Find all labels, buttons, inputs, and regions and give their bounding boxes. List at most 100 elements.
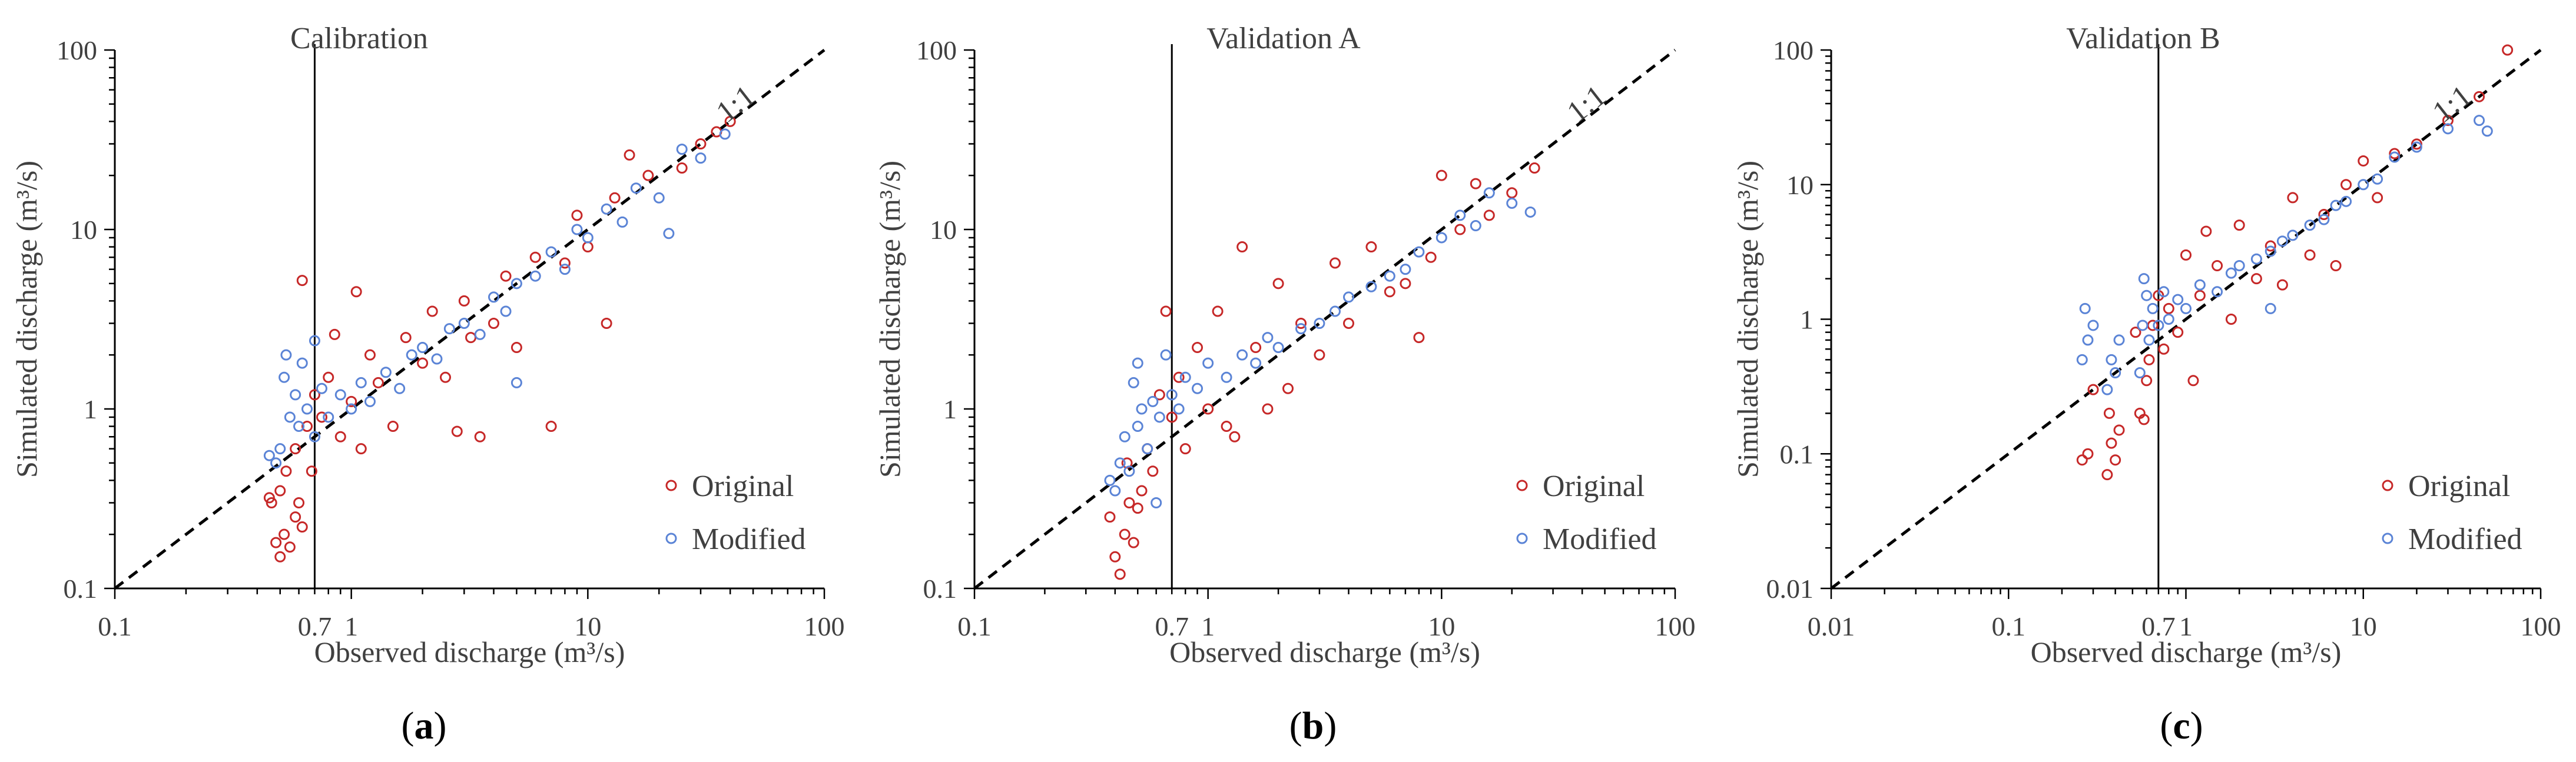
data-point: [1236, 241, 1248, 253]
data-point: [263, 492, 275, 504]
data-point: [2330, 199, 2342, 211]
x-axis-label: Observed discharge (m³/s): [1169, 635, 1480, 668]
data-point: [1413, 332, 1425, 344]
data-point: [1104, 511, 1116, 523]
data-point: [2265, 240, 2276, 252]
data-point: [488, 317, 499, 329]
x-tick-label: 10: [1428, 611, 1455, 641]
data-point: [2372, 192, 2383, 204]
data-point: [1192, 342, 1204, 354]
data-point: [624, 149, 635, 161]
data-point: [1153, 389, 1165, 401]
data-point: [1202, 403, 1214, 415]
data-point: [2340, 195, 2352, 207]
x-tick-label: 1: [2179, 611, 2193, 641]
data-point: [1454, 209, 1466, 221]
data-point: [1229, 431, 1241, 442]
data-point: [2265, 302, 2276, 314]
data-point: [2389, 148, 2401, 159]
y-tick-label: 0.1: [923, 574, 957, 604]
y-tick-label: 0.1: [64, 574, 98, 604]
data-point: [1173, 403, 1185, 415]
data-point: [500, 305, 512, 317]
data-point: [293, 421, 305, 432]
data-point: [2076, 354, 2088, 365]
data-point: [2143, 334, 2155, 346]
data-point: [1109, 485, 1121, 497]
data-point: [1119, 431, 1130, 442]
data-point: [1114, 568, 1126, 580]
one-to-one-line: [114, 49, 825, 590]
data-point: [1166, 389, 1178, 401]
data-point: [323, 371, 334, 383]
data-point: [1128, 377, 1139, 388]
data-point: [2137, 320, 2149, 331]
one-to-one-label: 1:1: [2426, 79, 2478, 129]
data-point: [2113, 424, 2125, 436]
data-point: [431, 353, 443, 365]
data-point: [274, 485, 286, 497]
x-tick-label: 100: [804, 611, 845, 641]
data-point: [695, 152, 707, 164]
data-point: [2101, 469, 2113, 481]
data-point: [364, 349, 376, 361]
data-point: [1104, 474, 1116, 486]
panel-title: Calibration: [290, 22, 428, 55]
data-point: [1295, 317, 1307, 329]
data-point: [2474, 115, 2485, 127]
legend-modified-marker: [1516, 533, 1528, 544]
data-point: [1173, 371, 1185, 383]
threshold-tick-label: 0.7: [1155, 611, 1189, 641]
data-point: [400, 332, 412, 344]
data-point: [290, 389, 301, 401]
data-point: [309, 389, 320, 401]
panel-validation-a: 0.1 1 10 100 0.1 1 10 100 Validation A Observed…: [873, 22, 1696, 747]
legend-original-marker: [1516, 480, 1528, 491]
data-point: [2276, 235, 2288, 247]
data-point: [2194, 290, 2206, 301]
x-tick-label: 10: [574, 611, 601, 641]
data-point: [1119, 528, 1130, 540]
data-point: [2265, 245, 2276, 257]
data-point: [582, 241, 594, 253]
data-point: [1179, 443, 1191, 455]
y-axis-label: Simulated discharge (m³/s): [873, 161, 906, 478]
data-point: [380, 367, 392, 378]
data-point: [2087, 320, 2099, 331]
data-point: [394, 382, 406, 394]
series-modified: [263, 128, 731, 469]
x-tick-label: 0.1: [98, 611, 132, 641]
x-axis-label: Observed discharge (m³/s): [2031, 635, 2342, 668]
data-point: [2180, 249, 2192, 261]
data-point: [2225, 314, 2237, 325]
data-point: [1262, 332, 1274, 344]
panel-label: (c): [2160, 704, 2203, 747]
legend-original-marker: [2382, 480, 2393, 491]
data-point: [510, 278, 522, 290]
data-point: [1384, 286, 1395, 298]
data-point: [1314, 317, 1325, 329]
panel-letter: a: [415, 704, 434, 747]
data-point: [2138, 273, 2150, 285]
y-axis-label: Simulated discharge (m³/s): [1731, 161, 1764, 478]
data-point: [2389, 151, 2401, 163]
y-tick-label: 10: [1786, 170, 1814, 200]
data-point: [1132, 421, 1143, 432]
y-tick-label: 1: [943, 394, 957, 424]
y-tick-label: 1: [84, 394, 97, 424]
data-point: [500, 270, 512, 282]
panel-letter: c: [2173, 704, 2190, 747]
data-point: [1202, 357, 1214, 369]
legend-original-label: Original: [692, 470, 794, 503]
data-point: [2212, 286, 2223, 298]
panel-calibration: 0.1 1 10 100 0.1 1 10 100 Calibration Observed …: [10, 22, 845, 747]
data-point: [316, 382, 327, 394]
data-point: [1365, 281, 1377, 292]
legend-original-label: Original: [2408, 470, 2510, 503]
data-point: [510, 342, 522, 354]
data-point: [545, 421, 557, 432]
data-point: [1128, 537, 1139, 548]
data-point: [1342, 317, 1354, 329]
data-point: [1282, 382, 1294, 394]
data-point: [1123, 465, 1135, 477]
